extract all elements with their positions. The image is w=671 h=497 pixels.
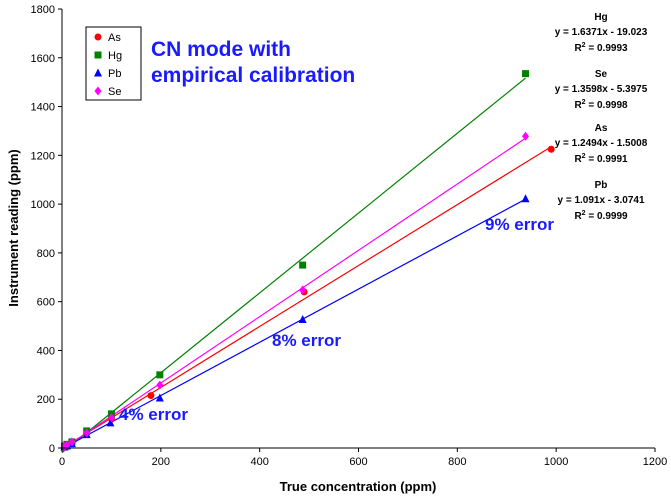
y-tick-label: 200 [37,394,55,406]
error-annotations: 4% error 8% error 9% error [119,215,554,424]
x-tick-label: 400 [250,456,268,468]
equation-formula: y = 1.2494x - 1.5008 [555,138,648,149]
fit-line-se [61,137,526,450]
y-tick-label: 1000 [31,199,55,211]
fit-line-pb [61,198,526,450]
y-tick-label: 1600 [31,53,55,65]
data-point-pb [155,393,164,402]
equation-formula: y = 1.3598x - 5.3975 [555,84,648,95]
y-axis-title: Instrument reading (ppm) [6,149,21,306]
equation-block-se: Se y = 1.3598x - 5.3975 R2 = 0.9998 [555,69,648,111]
y-tick-label: 1400 [31,102,55,114]
y-tick-label: 1200 [31,150,55,162]
y-tick-group: 0 200 400 600 800 1000 1200 1400 1600 1800 [31,4,62,455]
data-point-hg [299,261,307,269]
data-point-se [156,380,164,390]
equation-r-squared: R2 = 0.9998 [574,99,628,111]
data-point-as [147,392,155,400]
legend-marker-hg [94,51,102,59]
equation-series-name: As [595,123,608,134]
legend-marker-as [94,33,102,41]
equation-block-pb: Pb y = 1.091x - 3.0741 R2 = 0.9999 [557,180,644,222]
data-point-se [522,131,530,141]
fit-lines [61,77,552,454]
equation-formula: y = 1.6371x - 19.023 [555,27,648,38]
x-tick-label: 200 [152,456,170,468]
legend: As Hg Pb Se [85,26,142,101]
data-point-se [299,285,307,295]
fit-line-hg [61,77,526,454]
legend-label-as: As [108,32,121,44]
chart-title-line-2: empirical calibration [151,64,355,87]
y-tick-label: 400 [37,345,55,357]
error-annotation: 9% error [485,215,554,234]
y-tick-label: 0 [49,443,55,455]
data-point-se [83,428,91,438]
x-tick-label: 800 [448,456,466,468]
y-tick-label: 800 [37,248,55,260]
data-point-pb [521,194,530,203]
equation-series-name: Pb [595,180,608,191]
chart-title-line-1: CN mode with [151,38,291,61]
equation-r-squared: R2 = 0.9999 [574,210,628,222]
equation-r-squared: R2 = 0.9991 [574,153,628,165]
data-point-pb [106,418,115,427]
data-point-hg [522,70,530,78]
y-tick-label: 1800 [31,4,55,16]
regression-equations: Hg y = 1.6371x - 19.023 R2 = 0.9993 Se y = 1… [555,12,648,222]
x-tick-label: 600 [349,456,367,468]
error-annotation: 4% error [119,405,188,424]
error-annotation: 8% error [272,331,341,350]
x-tick-group: 0 200 400 600 800 1000 1200 [59,448,667,468]
legend-label-pb: Pb [108,68,121,80]
x-tick-label: 1000 [544,456,568,468]
legend-marker-pb [94,68,102,77]
x-axis-title: True concentration (ppm) [280,479,437,494]
data-point-hg [156,371,164,379]
equation-block-hg: Hg y = 1.6371x - 19.023 R2 = 0.9993 [555,12,648,54]
data-point-se [68,437,76,447]
equation-block-as: As y = 1.2494x - 1.5008 R2 = 0.9991 [555,123,648,165]
equation-r-squared: R2 = 0.9993 [574,42,628,54]
data-point-se [63,440,71,450]
equation-formula: y = 1.091x - 3.0741 [557,195,644,206]
legend-label-se: Se [108,86,121,98]
data-point-se [107,413,115,423]
legend-box [85,26,142,101]
equation-series-name: Se [595,69,608,80]
data-point-pb [298,314,307,323]
fit-line-as [61,146,552,449]
y-tick-label: 600 [37,297,55,309]
x-tick-label: 0 [59,456,65,468]
legend-label-hg: Hg [108,50,122,62]
equation-series-name: Hg [594,12,607,23]
legend-marker-se [94,86,102,96]
x-tick-label: 1200 [643,456,667,468]
data-point-as [547,145,555,153]
chart-title: CN mode with empirical calibration [151,38,355,87]
